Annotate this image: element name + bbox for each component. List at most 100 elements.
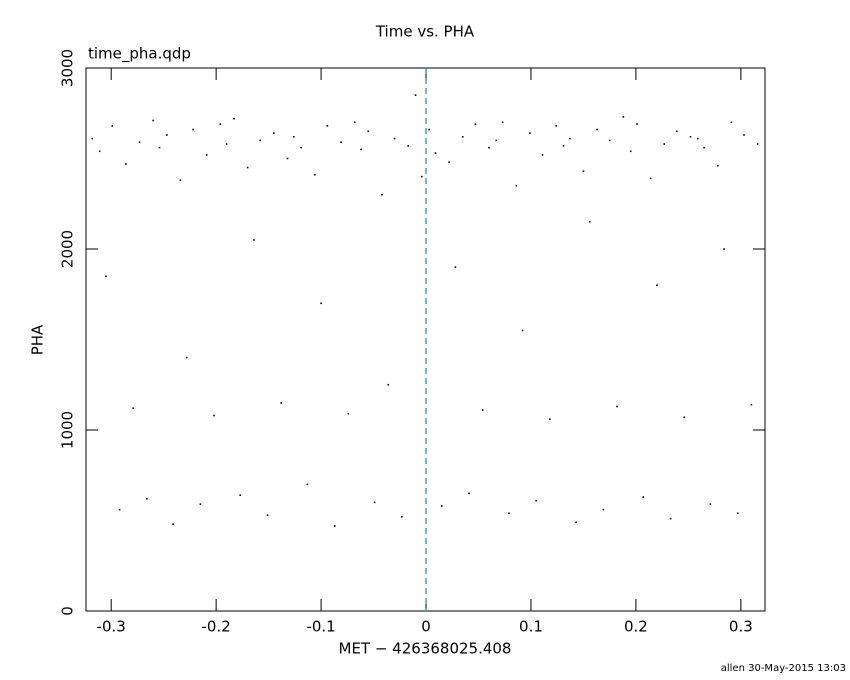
point [501, 121, 504, 124]
point [306, 483, 309, 486]
point [199, 503, 202, 506]
point [608, 139, 611, 142]
point [709, 503, 712, 506]
point [541, 154, 544, 156]
point [549, 418, 551, 420]
point [488, 146, 490, 149]
point [192, 128, 194, 131]
y-tick-label: 0 [59, 606, 77, 616]
point [454, 266, 457, 268]
point [535, 499, 538, 502]
point [233, 117, 235, 120]
point [219, 123, 222, 125]
point [515, 184, 518, 187]
point [555, 125, 557, 127]
point [300, 146, 302, 149]
point [703, 146, 705, 149]
point [266, 514, 269, 516]
point [125, 163, 127, 165]
x-tick-label: -0.2 [201, 618, 230, 636]
point [743, 134, 745, 136]
point [669, 517, 672, 520]
point [347, 412, 350, 415]
point [326, 125, 329, 127]
x-tick-label: -0.3 [97, 618, 126, 636]
point [434, 152, 437, 154]
point [111, 125, 114, 127]
y-tick-label: 3000 [59, 49, 77, 87]
point [172, 523, 174, 525]
point [179, 179, 182, 182]
point [676, 130, 678, 133]
point [166, 134, 168, 136]
point [683, 416, 685, 419]
point [273, 132, 275, 134]
point [689, 135, 692, 138]
x-tick-label: 0.2 [624, 618, 648, 636]
point [132, 407, 135, 410]
point [401, 516, 403, 518]
chart-subtitle: time_pha.qdp [88, 45, 191, 64]
point [616, 405, 618, 408]
point [292, 135, 295, 138]
point [91, 137, 94, 140]
y-tick-label: 1000 [59, 411, 77, 449]
point [481, 409, 484, 411]
point [185, 356, 188, 359]
point [393, 137, 396, 140]
point [562, 145, 565, 147]
x-tick-label: 0.3 [729, 618, 753, 636]
point [602, 508, 605, 511]
point [152, 119, 154, 122]
point [205, 154, 208, 156]
point [381, 193, 383, 196]
x-tick-label: 0 [421, 618, 431, 636]
point [636, 123, 638, 125]
point [756, 143, 759, 145]
x-axis-label: MET − 426368025.408 [339, 640, 512, 658]
point [521, 329, 524, 332]
point [340, 141, 342, 144]
point [333, 525, 336, 527]
point [138, 141, 141, 144]
point [421, 175, 423, 178]
point [367, 130, 370, 133]
point [360, 148, 362, 151]
chart-title: Time vs. PHA [375, 23, 475, 41]
point [414, 94, 417, 96]
point [98, 150, 101, 153]
point [286, 157, 289, 160]
point [353, 121, 356, 124]
y-axis-label: PHA [29, 324, 47, 355]
point [225, 143, 228, 145]
point [158, 146, 161, 149]
point [118, 508, 121, 511]
point [582, 170, 585, 172]
footer: allen 30-May-2015 13:03 [721, 663, 846, 674]
point [629, 150, 632, 153]
x-tick-label: -0.1 [306, 618, 335, 636]
point [569, 137, 571, 140]
point [448, 161, 450, 163]
point [213, 414, 215, 417]
point [495, 139, 498, 142]
point [575, 521, 577, 524]
point [508, 512, 510, 515]
point [461, 135, 464, 138]
point [716, 164, 719, 167]
point [468, 492, 470, 495]
point [529, 132, 531, 134]
point [663, 143, 666, 145]
point [407, 145, 409, 147]
point [320, 302, 322, 305]
point [649, 177, 652, 180]
point [596, 128, 598, 131]
point [373, 501, 376, 504]
point [387, 383, 390, 386]
point [730, 121, 733, 124]
point [656, 284, 658, 286]
point [440, 505, 443, 507]
point [246, 166, 249, 169]
point [280, 402, 282, 404]
